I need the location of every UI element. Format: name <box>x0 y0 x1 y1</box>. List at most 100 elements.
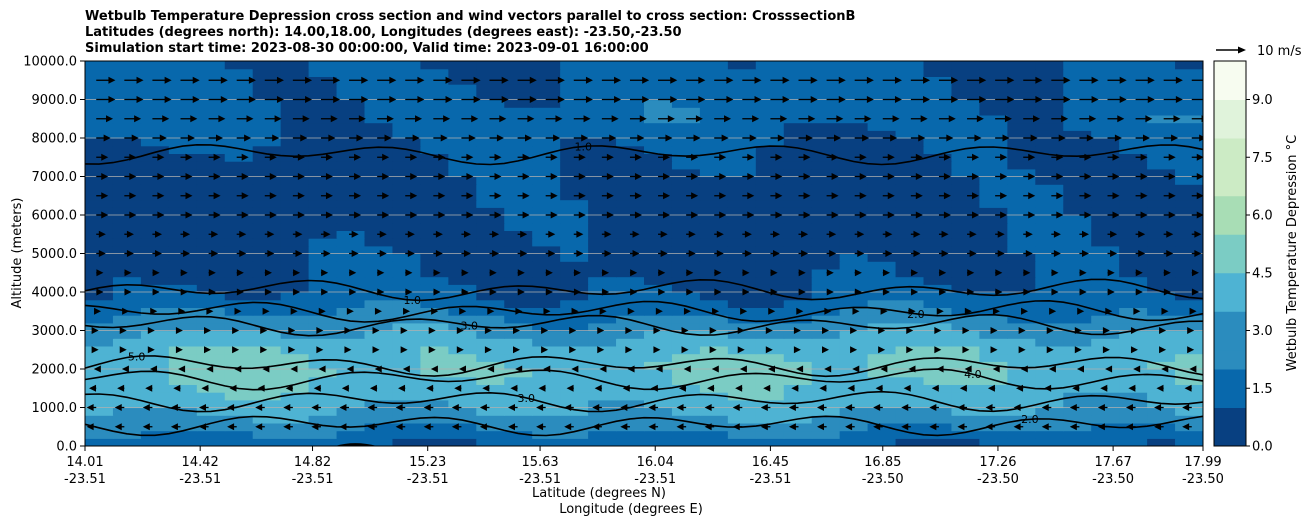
field-cell <box>504 330 533 339</box>
field-cell <box>196 345 226 355</box>
wind-vector <box>938 192 951 200</box>
field-cell <box>560 361 589 370</box>
wind-vector <box>180 173 193 180</box>
x-axis: 14.01-23.5114.42-23.5114.82-23.5115.23-2… <box>64 446 1224 487</box>
wind-vector <box>320 134 336 142</box>
wind-vector <box>1135 269 1143 277</box>
field-cell <box>1147 438 1176 446</box>
field-cell <box>532 176 561 185</box>
wind-vector <box>1163 134 1179 142</box>
wind-vector <box>1021 307 1029 315</box>
field-cell <box>923 407 953 416</box>
field-cell <box>560 422 589 432</box>
field-cell <box>252 168 282 178</box>
field-cell <box>560 284 589 293</box>
field-cell <box>895 253 925 262</box>
field-cell <box>783 430 813 439</box>
colorbar: 0.01.53.04.56.07.59.0 <box>1213 60 1273 455</box>
field-cell <box>532 253 561 262</box>
wind-vector <box>742 76 762 84</box>
field-cell <box>392 99 421 108</box>
field-cell <box>336 184 366 193</box>
field-cell <box>755 369 785 378</box>
field-cell <box>1035 353 1064 362</box>
field-cell <box>85 238 114 247</box>
wind-vector <box>854 134 870 142</box>
field-cell <box>112 261 142 270</box>
wind-vector <box>1023 76 1043 84</box>
field-cell <box>979 215 1008 224</box>
field-cell <box>839 114 869 124</box>
field-cell <box>532 438 561 446</box>
wind-vector <box>1135 211 1148 219</box>
field-cell <box>783 91 813 101</box>
field-cell <box>1175 215 1203 224</box>
wind-vector <box>208 211 221 219</box>
field-cell <box>336 438 366 446</box>
wind-vector <box>711 365 719 373</box>
field-cell <box>644 276 673 285</box>
field-cell <box>280 161 310 170</box>
field-cell <box>476 392 505 401</box>
wind-vector <box>875 384 883 392</box>
wind-vector <box>461 269 469 277</box>
field-cell <box>196 276 226 285</box>
field-cell <box>755 184 785 193</box>
field-cell <box>448 84 477 93</box>
field-cell <box>588 299 617 308</box>
wind-vector <box>489 153 502 161</box>
wind-vector <box>770 250 781 257</box>
field-cell <box>979 430 1008 439</box>
field-cell <box>448 138 477 147</box>
field-cell <box>644 184 673 193</box>
field-cell <box>616 369 645 378</box>
wind-vector <box>658 230 668 238</box>
field-cell <box>364 176 394 185</box>
wind-vector <box>320 76 341 84</box>
wind-vector <box>290 365 298 373</box>
wind-vector <box>936 365 944 373</box>
field-cell <box>895 407 925 416</box>
field-cell <box>504 222 533 231</box>
field-cell <box>839 430 869 439</box>
wind-vector <box>264 230 275 238</box>
field-cell <box>168 315 198 324</box>
field-cell <box>1007 68 1036 77</box>
wind-vector <box>658 288 666 296</box>
wind-vector <box>742 192 755 200</box>
wind-vector <box>292 211 305 219</box>
field-cell <box>867 338 897 347</box>
field-cell <box>280 415 310 424</box>
wind-vector <box>1097 404 1108 411</box>
field-cell <box>336 91 366 101</box>
field-cell <box>392 184 421 193</box>
field-cell <box>616 330 645 339</box>
field-cell <box>979 253 1008 262</box>
field-cell <box>1175 207 1203 216</box>
field-cell <box>1091 130 1120 139</box>
wind-vector <box>967 76 987 84</box>
field-cell <box>1147 199 1176 208</box>
wind-vector <box>629 115 647 123</box>
field-cell <box>644 284 673 293</box>
field-cell <box>336 215 366 224</box>
wind-vector <box>931 384 939 392</box>
wind-vector <box>292 96 313 103</box>
field-cell <box>560 107 589 116</box>
wind-vectors <box>86 76 1203 431</box>
field-cell <box>1063 330 1092 339</box>
wind-vector <box>1135 96 1155 103</box>
field-cell <box>1063 122 1092 131</box>
field-cell <box>1147 238 1176 247</box>
wind-vector <box>910 96 931 103</box>
wind-vector <box>714 288 722 296</box>
field-cell <box>504 168 533 178</box>
wind-vector <box>686 288 694 296</box>
field-cell <box>1007 91 1036 101</box>
field-cell <box>867 407 897 416</box>
field-cell <box>560 215 589 224</box>
wind-vector <box>545 173 558 180</box>
y-tick-label: 0.0 <box>56 440 77 455</box>
field-cell <box>671 91 701 101</box>
field-cell <box>1175 407 1203 416</box>
